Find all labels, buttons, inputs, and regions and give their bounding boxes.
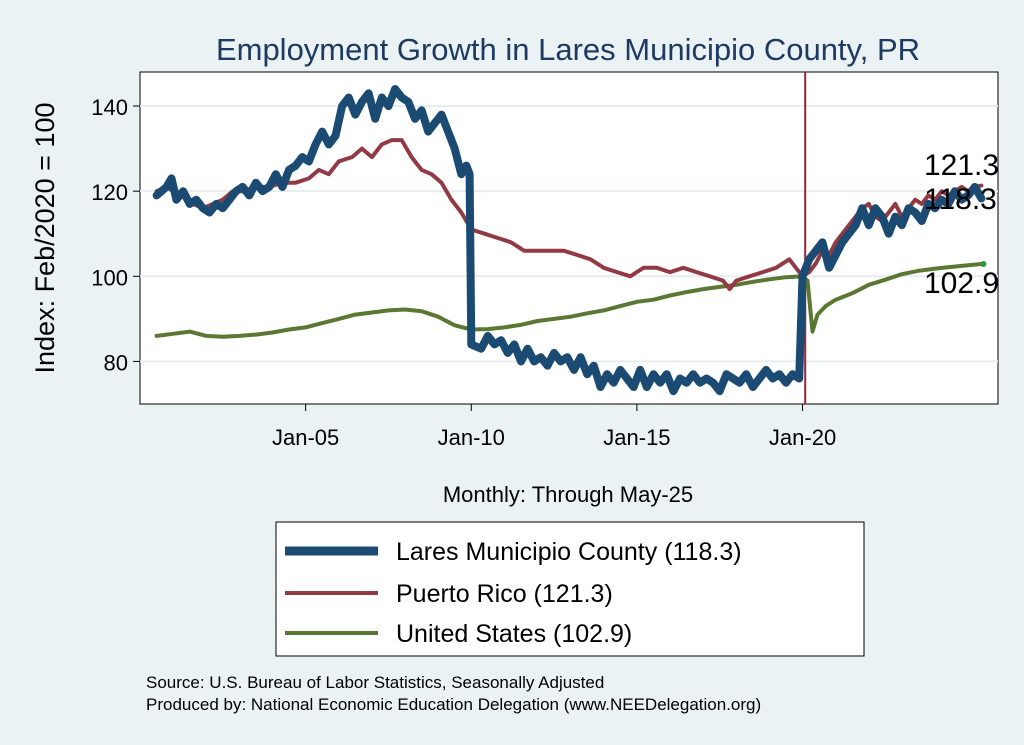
x-axis-label: Monthly: Through May-25 bbox=[443, 482, 693, 507]
series-line-puerto-rico bbox=[154, 138, 984, 292]
series-group bbox=[152, 85, 987, 396]
legend: Lares Municipio County (118.3) Puerto Ri… bbox=[275, 521, 865, 657]
x-tick-label-Jan-15: Jan-15 bbox=[603, 425, 670, 450]
end-label-lares: 118.3 bbox=[924, 183, 997, 216]
end-label-puerto-rico: 121.3 bbox=[924, 149, 999, 182]
chart-title: Employment Growth in Lares Municipio Cou… bbox=[216, 32, 920, 67]
y-tick-label-140: 140 bbox=[91, 95, 128, 120]
plot-area bbox=[139, 71, 999, 405]
y-axis: 80 100 120 140 bbox=[91, 95, 140, 375]
legend-label-puerto-rico: Puerto Rico (121.3) bbox=[396, 580, 613, 608]
x-tick-label-Jan-20: Jan-20 bbox=[769, 425, 836, 450]
y-axis-label: Index: Feb/2020 = 100 bbox=[30, 103, 60, 374]
y-tick-label-120: 120 bbox=[91, 180, 128, 205]
x-tick-label-Jan-10: Jan-10 bbox=[438, 425, 505, 450]
y-tick-label-100: 100 bbox=[91, 265, 128, 290]
x-axis: Jan-05 Jan-10 Jan-15 Jan-20 bbox=[272, 404, 836, 450]
series-line-lares bbox=[152, 85, 986, 396]
y-tick-label-80: 80 bbox=[104, 350, 128, 375]
legend-label-united-states: United States (102.9) bbox=[396, 620, 632, 648]
producer-note: Produced by: National Economic Education… bbox=[146, 695, 761, 714]
source-note: Source: U.S. Bureau of Labor Statistics,… bbox=[146, 673, 604, 692]
end-label-united-states: 102.9 bbox=[924, 267, 999, 300]
x-tick-label-Jan-05: Jan-05 bbox=[272, 425, 339, 450]
united-states-end-marker bbox=[980, 260, 987, 267]
series-line-united-states bbox=[154, 262, 984, 339]
legend-label-lares: Lares Municipio County (118.3) bbox=[396, 538, 742, 566]
